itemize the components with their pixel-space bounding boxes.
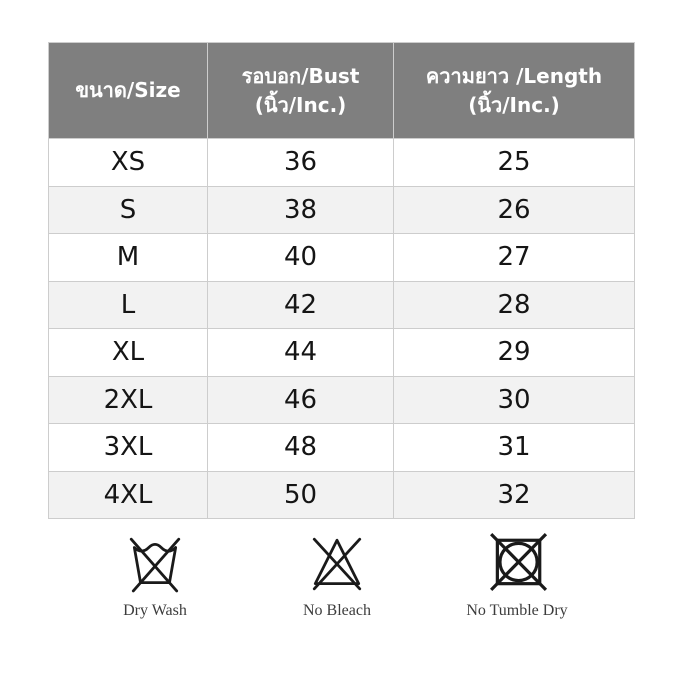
column-header-length: ความยาว /Length (นิ้ว/Inc.)	[393, 42, 635, 139]
cell-size: S	[48, 185, 208, 234]
care-label: Dry Wash	[123, 602, 187, 619]
cell-length: 32	[393, 470, 635, 519]
table-row: XS 36 25	[48, 138, 635, 187]
table-row: L 42 28	[48, 280, 635, 329]
care-item-no-tumble-dry: No Tumble Dry	[432, 532, 602, 620]
table-row: 3XL 48 31	[48, 423, 635, 472]
care-label: No Bleach	[303, 602, 371, 619]
column-header-size: ขนาด/Size	[48, 42, 208, 139]
no-bleach-icon	[312, 537, 362, 591]
column-header-bust: รอบอก/Bust (นิ้ว/Inc.)	[207, 42, 394, 139]
cell-length: 25	[393, 138, 635, 187]
cell-size: L	[48, 280, 208, 329]
cell-size: 2XL	[48, 375, 208, 424]
do-not-wash-icon	[129, 537, 181, 593]
care-item-no-bleach: No Bleach	[252, 532, 422, 620]
cell-length: 26	[393, 185, 635, 234]
cell-bust: 48	[207, 423, 394, 472]
cell-bust: 44	[207, 328, 394, 377]
cell-size: M	[48, 233, 208, 282]
cell-bust: 46	[207, 375, 394, 424]
cell-size: XS	[48, 138, 208, 187]
cell-bust: 36	[207, 138, 394, 187]
cell-length: 30	[393, 375, 635, 424]
cell-length: 31	[393, 423, 635, 472]
table-row: 4XL 50 32	[48, 470, 635, 519]
care-item-dry-wash: Dry Wash	[70, 532, 240, 620]
size-table: ขนาด/Size รอบอก/Bust (นิ้ว/Inc.) ความยาว /L…	[48, 42, 635, 519]
table-row: S 38 26	[48, 185, 635, 234]
cell-bust: 50	[207, 470, 394, 519]
cell-size: XL	[48, 328, 208, 377]
cell-length: 27	[393, 233, 635, 282]
no-tumble-dry-icon	[490, 532, 548, 591]
table-row: 2XL 46 30	[48, 375, 635, 424]
table-header-row: ขนาด/Size รอบอก/Bust (นิ้ว/Inc.) ความยาว /L…	[48, 42, 635, 139]
cell-bust: 40	[207, 233, 394, 282]
cell-size: 4XL	[48, 470, 208, 519]
cell-size: 3XL	[48, 423, 208, 472]
care-label: No Tumble Dry	[466, 602, 568, 619]
cell-bust: 38	[207, 185, 394, 234]
table-row: XL 44 29	[48, 328, 635, 377]
cell-length: 29	[393, 328, 635, 377]
cell-length: 28	[393, 280, 635, 329]
table-row: M 40 27	[48, 233, 635, 282]
cell-bust: 42	[207, 280, 394, 329]
care-instructions: Dry Wash No Bleach No Tumble Dry	[0, 532, 700, 652]
